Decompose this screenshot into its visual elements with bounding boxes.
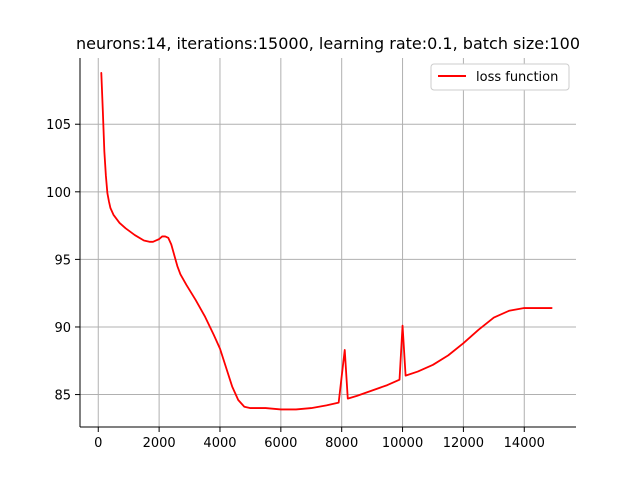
y-tick-label: 100 xyxy=(46,186,71,201)
x-tick-label: 0 xyxy=(94,436,102,451)
chart-title: neurons:14, iterations:15000, learning r… xyxy=(76,34,580,53)
x-tick-label: 10000 xyxy=(382,436,423,451)
legend: loss function xyxy=(430,63,570,91)
y-tick-label: 85 xyxy=(54,389,71,404)
axes xyxy=(79,58,576,428)
series-line-loss-function xyxy=(100,71,553,411)
y-ticks: 85 90 95 100 105 xyxy=(46,118,80,404)
x-tick-label: 2000 xyxy=(143,436,176,451)
x-tick-label: 6000 xyxy=(264,436,297,451)
grid xyxy=(80,58,576,427)
x-tick-label: 14000 xyxy=(504,436,545,451)
legend-label-loss-function: loss function xyxy=(476,70,558,85)
x-tick-label: 8000 xyxy=(325,436,358,451)
y-tick-label: 95 xyxy=(54,253,71,268)
y-tick-label: 90 xyxy=(54,321,71,336)
y-tick-label: 105 xyxy=(46,118,71,133)
x-ticks: 0 2000 4000 6000 8000 10000 12000 14000 xyxy=(94,427,545,451)
legend-box xyxy=(430,63,570,91)
series-layer xyxy=(100,71,553,411)
x-tick-label: 12000 xyxy=(443,436,484,451)
x-tick-label: 4000 xyxy=(203,436,236,451)
